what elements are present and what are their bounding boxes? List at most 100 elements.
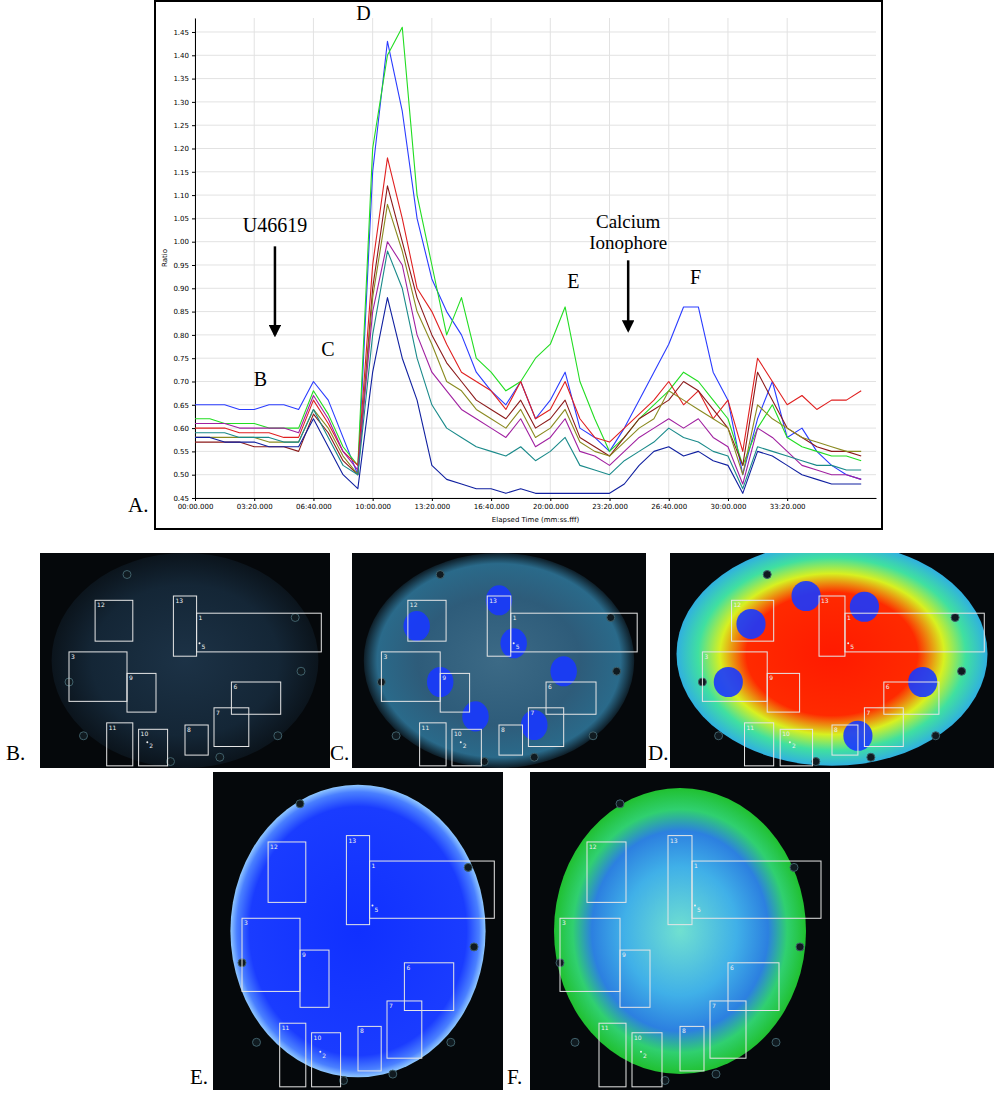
y-axis-tick: 1.25 <box>173 122 195 130</box>
roi-label: 9 <box>442 674 446 681</box>
bead <box>715 732 723 740</box>
lines <box>195 27 861 493</box>
roi-label: 13 <box>175 597 183 604</box>
y-axis-tick-label: 1.00 <box>173 238 189 246</box>
cell <box>52 553 319 768</box>
cell <box>676 553 987 766</box>
annotations: U46619CalciumIonophoreBCDEF <box>243 2 702 390</box>
bead <box>123 571 131 579</box>
bead <box>571 1038 579 1046</box>
roi-label: 13 <box>821 597 829 604</box>
y-grid-line <box>195 288 876 289</box>
cell-blob <box>486 585 512 615</box>
annotation-line: C <box>321 338 334 360</box>
roi-box <box>381 652 440 701</box>
roi-box <box>387 1001 422 1058</box>
roi-label: 7 <box>216 709 220 716</box>
image-panel: 1213139611108725 <box>530 772 830 1090</box>
x-axis: 00:00.00003:20.00006:40.00010:00.00013:2… <box>178 498 877 511</box>
roi-box <box>632 1033 662 1087</box>
y-grid-line <box>195 148 876 149</box>
series-line <box>195 204 861 474</box>
roi-label: 7 <box>712 1002 716 1009</box>
roi-label: 8 <box>834 726 838 733</box>
cell-blob <box>850 592 879 622</box>
roi-box <box>197 613 322 652</box>
roi-box <box>728 963 779 1011</box>
roi-label: 11 <box>601 1024 609 1031</box>
y-axis-tick-mark <box>192 381 195 382</box>
y-axis-tick: 0.45 <box>173 495 195 503</box>
y-grid-line <box>195 101 876 102</box>
x-axis-tick-label: 20:00.000 <box>533 503 569 511</box>
y-grid-line <box>195 125 876 126</box>
bead <box>392 732 400 740</box>
annotation-line: Ionophore <box>589 232 667 253</box>
bead <box>447 1038 455 1046</box>
roi-box <box>440 673 469 712</box>
x-grid-line <box>609 18 610 498</box>
roi-point <box>789 741 791 743</box>
roi-label: 2 <box>463 742 467 749</box>
roi-point <box>847 642 849 644</box>
roi-label: 6 <box>886 683 890 690</box>
roi-point <box>199 642 201 644</box>
y-axis-tick-mark <box>192 172 195 173</box>
annotation: B <box>254 368 267 390</box>
roi-label: 9 <box>622 951 626 958</box>
roi-box <box>300 950 329 1007</box>
figure: 0.450.500.550.600.650.700.750.800.850.90… <box>0 0 999 1097</box>
y-axis-tick: 0.75 <box>173 355 195 363</box>
roi-label: 1 <box>199 614 203 621</box>
roi-box <box>702 652 767 701</box>
roi-label: 13 <box>348 837 356 844</box>
y-axis-tick-mark <box>192 79 195 80</box>
annotation: C <box>321 338 334 360</box>
bead <box>796 943 804 951</box>
y-axis-tick: 1.30 <box>173 99 195 107</box>
bead <box>296 800 304 808</box>
y-axis-tick-label: 1.15 <box>173 169 189 177</box>
x-grid-line <box>431 18 432 498</box>
x-axis-tick-label: 30:00.000 <box>711 503 747 511</box>
roi-label: 11 <box>282 1024 290 1031</box>
bead <box>297 667 305 675</box>
y-axis-tick-label: 1.10 <box>173 192 189 200</box>
roi-label: 2 <box>322 1052 326 1059</box>
cell-blob <box>714 667 743 697</box>
roi-label: 1 <box>694 862 698 869</box>
x-axis-tick: 13:20.000 <box>414 498 450 511</box>
roi-point <box>460 741 462 743</box>
annotation: U46619 <box>243 214 307 236</box>
bead <box>932 732 940 740</box>
series-line <box>195 27 861 465</box>
bead <box>589 732 597 740</box>
y-axis-tick-mark <box>192 358 195 359</box>
series-line <box>195 158 861 466</box>
roi-label: 12 <box>734 601 742 608</box>
y-axis-tick-label: 0.80 <box>173 332 189 340</box>
roi-label: 8 <box>501 726 505 733</box>
x-axis-tick-mark <box>491 498 492 501</box>
y-axis-tick: 0.55 <box>173 448 195 456</box>
roi-box <box>268 842 306 902</box>
panel-label: D. <box>648 741 668 765</box>
roi-box <box>231 682 280 714</box>
x-axis-tick-mark <box>610 498 611 501</box>
y-axis-tick-label: 0.75 <box>173 355 189 363</box>
roi-label: 3 <box>562 919 566 926</box>
image-background <box>530 772 830 1090</box>
roi-box <box>546 682 596 714</box>
roi-label: 10 <box>634 1034 642 1041</box>
bead <box>958 667 966 675</box>
x-grid-line <box>372 18 373 498</box>
y-axis-tick-mark <box>192 32 195 33</box>
bead <box>613 667 621 675</box>
x-axis-tick-label: 33:20.000 <box>770 503 806 511</box>
roi-label: 3 <box>383 653 387 660</box>
roi-point <box>640 1051 642 1053</box>
roi-box <box>767 673 799 712</box>
roi-label: 5 <box>516 643 520 650</box>
y-axis-tick: 0.85 <box>173 308 195 316</box>
roi-box <box>692 861 821 918</box>
